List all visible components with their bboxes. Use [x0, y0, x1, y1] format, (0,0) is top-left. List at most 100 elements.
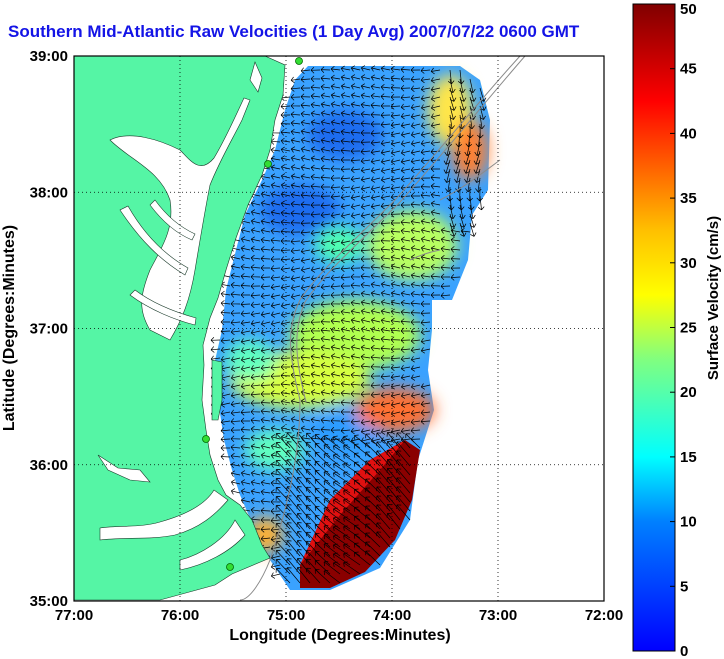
- vector-arrow: [300, 238, 311, 246]
- vector-arrow: [450, 274, 461, 281]
- vector-arrow: [330, 128, 341, 135]
- vector-arrow: [360, 381, 371, 389]
- vector-arrow: [280, 302, 291, 309]
- vector-arrow: [300, 319, 311, 326]
- vector-arrow: [300, 173, 311, 180]
- vector-arrow: [330, 417, 341, 425]
- vector-arrow: [210, 336, 221, 344]
- vector-arrow: [331, 248, 341, 255]
- vector-arrow: [343, 534, 361, 548]
- vector-arrow: [220, 346, 231, 354]
- vector-arrow: [376, 522, 391, 539]
- vector-arrow: [280, 209, 291, 217]
- vector-arrow: [460, 228, 471, 235]
- vector-arrow: [330, 66, 341, 73]
- vector-arrow: [280, 381, 291, 388]
- vector-arrow: [320, 101, 331, 108]
- vector-arrow: [280, 320, 291, 327]
- vector-arrow: [400, 346, 411, 353]
- vector-arrow: [290, 85, 301, 92]
- vector-arrow: [290, 182, 301, 189]
- vector-arrow: [270, 283, 281, 291]
- vector-arrow: [280, 275, 291, 282]
- vector-arrow: [275, 568, 291, 584]
- vector-arrow: [240, 497, 251, 504]
- vector-arrow: [400, 327, 411, 335]
- vector-arrow: [370, 372, 381, 380]
- vector-arrow: [250, 320, 261, 327]
- vector-arrow: [330, 389, 341, 397]
- vector-arrow: [350, 129, 361, 136]
- vector-arrow: [230, 418, 241, 425]
- vector-arrow: [340, 282, 351, 290]
- vector-arrow: [323, 443, 341, 458]
- vector-arrow: [260, 292, 271, 300]
- vector-arrow: [280, 389, 291, 397]
- vector-arrow: [365, 451, 381, 467]
- vector-arrow: [280, 337, 291, 345]
- vector-arrow: [290, 210, 301, 217]
- vector-arrow: [390, 373, 401, 381]
- vector-arrow: [343, 462, 361, 476]
- vector-arrow: [290, 120, 301, 127]
- vector-arrow: [320, 353, 331, 360]
- vector-arrow: [310, 336, 321, 343]
- vector-arrow: [310, 84, 321, 91]
- vector-arrow: [370, 74, 381, 81]
- vector-arrow: [386, 477, 401, 494]
- vector-arrow: [380, 93, 391, 100]
- station-marker: [226, 563, 234, 571]
- vector-arrow: [310, 101, 321, 109]
- vector-arrow: [370, 212, 381, 219]
- vector-arrow: [314, 469, 331, 485]
- vector-arrow: [343, 507, 361, 521]
- vector-arrow: [230, 309, 241, 317]
- vector-arrow: [380, 149, 391, 156]
- vector-arrow: [431, 236, 441, 243]
- vector-arrow: [340, 436, 351, 444]
- vector-arrow: [300, 328, 311, 335]
- vector-arrow: [270, 507, 281, 515]
- vector-arrow: [330, 353, 341, 360]
- vector-arrow: [386, 486, 401, 503]
- vector-arrow: [270, 498, 281, 506]
- vector-arrow: [310, 192, 321, 200]
- vector-arrow: [286, 504, 301, 521]
- vector-arrow: [390, 84, 401, 91]
- vector-arrow: [420, 338, 431, 345]
- vector-arrow: [275, 514, 291, 530]
- vector-arrow: [310, 155, 321, 162]
- vector-arrow: [220, 410, 231, 417]
- current-vector-arrows: [210, 65, 487, 584]
- vector-arrow: [360, 65, 371, 72]
- vector-arrow: [240, 338, 251, 345]
- vector-arrow: [430, 200, 441, 207]
- vector-arrow: [350, 437, 361, 444]
- vector-arrow: [380, 364, 391, 371]
- vector-arrow: [290, 266, 301, 273]
- vector-arrow: [370, 120, 381, 128]
- vector-arrow: [410, 272, 421, 279]
- vector-arrow: [365, 478, 381, 494]
- vector-arrow: [440, 282, 451, 290]
- vector-arrow: [230, 426, 241, 434]
- vector-arrow: [411, 140, 421, 147]
- vector-arrow: [330, 362, 341, 369]
- vector-arrow: [440, 227, 451, 234]
- vector-arrow: [340, 390, 351, 397]
- vector-arrow: [320, 239, 331, 246]
- vector-arrow: [314, 505, 331, 521]
- vector-arrow: [290, 93, 301, 101]
- vector-arrow: [280, 363, 290, 371]
- vector-arrow: [420, 236, 431, 243]
- vector-arrow: [260, 399, 271, 406]
- vector-arrow: [376, 486, 391, 503]
- vector-arrow: [260, 434, 271, 441]
- vector-arrow: [330, 335, 341, 342]
- vector-arrow: [350, 175, 361, 183]
- vector-arrow: [350, 83, 361, 90]
- vector-arrow: [280, 407, 291, 414]
- vector-arrow: [323, 569, 341, 584]
- vector-arrow: [390, 336, 401, 344]
- vector-arrow: [400, 113, 411, 120]
